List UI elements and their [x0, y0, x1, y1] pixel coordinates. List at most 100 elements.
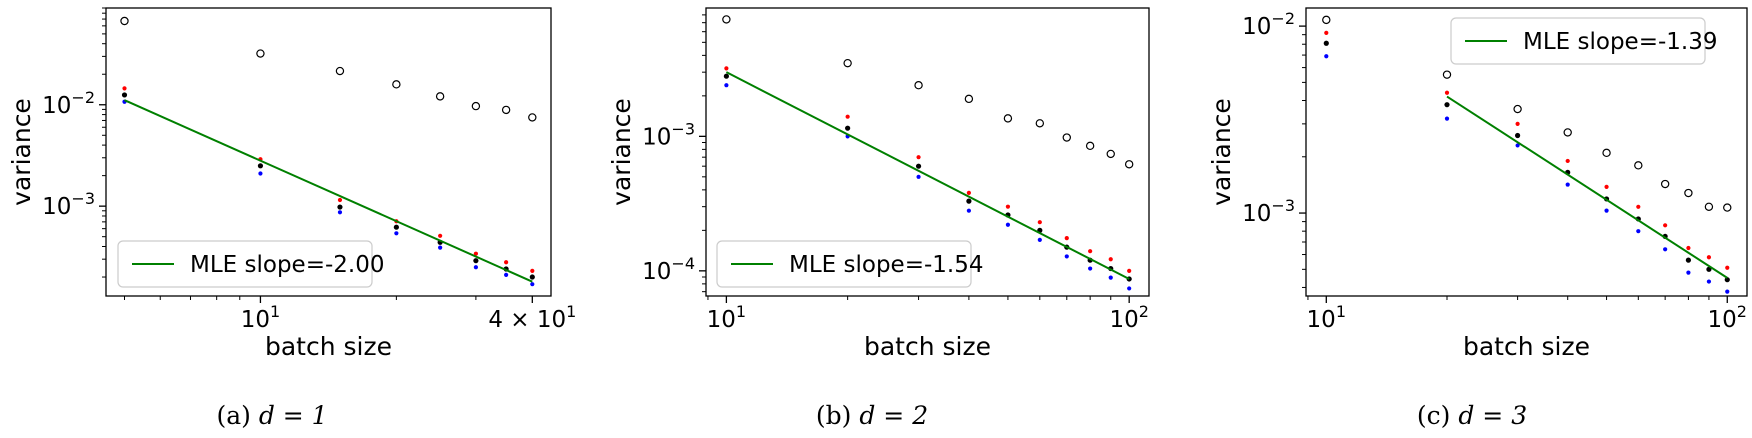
- data-point: [394, 231, 399, 236]
- y-axis-label: variance: [7, 98, 36, 206]
- data-point: [916, 174, 921, 179]
- legend: MLE slope=-1.39: [1450, 17, 1717, 65]
- data-point-open: [1704, 202, 1714, 212]
- data-point: [1604, 208, 1609, 213]
- legend-label: MLE slope=-2.00: [190, 252, 384, 278]
- data-point: [530, 282, 535, 287]
- data-point: [916, 155, 921, 160]
- data-point: [1444, 102, 1450, 108]
- data-point: [337, 210, 343, 215]
- data-point: [845, 114, 850, 119]
- data-point: [1108, 275, 1113, 280]
- legend-box: [117, 240, 373, 288]
- data-point: [1685, 257, 1692, 263]
- data-point: [1088, 266, 1093, 271]
- data-point-open: [1322, 15, 1331, 25]
- data-point: [724, 83, 729, 88]
- y-tick-label: 10−3: [642, 119, 695, 150]
- data-point: [393, 224, 399, 230]
- data-point: [530, 268, 535, 273]
- legend-box: [1450, 17, 1706, 65]
- subfigure-caption: (c) d = 3: [1417, 401, 1527, 430]
- data-point: [473, 265, 478, 270]
- series-dot: [122, 99, 535, 287]
- series-line: [1446, 95, 1728, 279]
- data-point-open: [435, 92, 445, 101]
- data-point: [337, 204, 343, 210]
- data-point: [1515, 121, 1520, 126]
- data-point-open: [1062, 133, 1071, 142]
- data-point: [1064, 254, 1069, 259]
- data-point: [1324, 30, 1329, 35]
- series-dot: [1324, 30, 1730, 270]
- data-point-open: [1634, 161, 1643, 170]
- data-point: [473, 258, 479, 264]
- data-point: [966, 190, 971, 195]
- data-point: [473, 251, 478, 256]
- legend-box: [716, 240, 972, 288]
- x-tick-label: 102: [1109, 302, 1148, 333]
- data-point: [915, 163, 922, 169]
- fit-line: [124, 99, 533, 283]
- data-point-open: [1124, 160, 1134, 169]
- data-point: [1565, 158, 1570, 164]
- data-point: [723, 73, 729, 79]
- data-point-open: [1684, 188, 1693, 198]
- minor-ticks: [1302, 34, 1710, 300]
- data-point: [1686, 270, 1691, 275]
- x-tick-label: 101: [1307, 302, 1346, 333]
- data-point: [1706, 255, 1712, 260]
- data-point: [1037, 237, 1042, 242]
- data-point: [121, 92, 128, 98]
- series-open-circle: [1322, 15, 1732, 212]
- data-point: [1686, 245, 1691, 251]
- data-point: [1724, 277, 1730, 283]
- data-point-open: [1085, 141, 1095, 151]
- data-point-open: [1003, 114, 1013, 123]
- series-dot: [122, 86, 535, 273]
- subfigure-caption: (b) d = 2: [816, 401, 928, 430]
- data-point: [1604, 184, 1609, 190]
- data-point-open: [120, 16, 129, 26]
- data-point: [1515, 143, 1520, 148]
- series-line: [124, 99, 533, 283]
- data-point-open: [471, 101, 481, 111]
- x-tick-label: 102: [1708, 302, 1747, 333]
- data-point: [1444, 90, 1450, 95]
- data-point: [724, 66, 729, 71]
- data-point: [1636, 229, 1641, 234]
- data-point: [1064, 236, 1069, 241]
- data-point: [1515, 132, 1521, 139]
- fit-line: [1446, 95, 1728, 279]
- chart-panel-2: 101 102 10−3 10−4 batch size variance MLE slop…: [607, 7, 1150, 430]
- data-point: [1324, 54, 1329, 59]
- series-dot: [724, 83, 1132, 291]
- data-point: [1444, 116, 1450, 121]
- series-line: [725, 71, 1130, 280]
- data-point: [1706, 279, 1712, 284]
- data-point: [438, 233, 443, 238]
- data-point: [1663, 247, 1668, 252]
- series-dot: [1324, 54, 1730, 294]
- data-point-open: [1602, 148, 1611, 158]
- y-axis-label: variance: [1207, 98, 1236, 206]
- x-axis-label: batch size: [1463, 332, 1590, 361]
- data-point: [337, 197, 343, 203]
- data-point: [1127, 286, 1132, 291]
- y-tick-label: 10−2: [42, 88, 95, 119]
- y-axis-label: variance: [607, 98, 636, 206]
- series-dot: [1323, 40, 1730, 283]
- series-dot: [724, 66, 1132, 273]
- minor-ticks: [102, 7, 477, 300]
- x-tick-label: 101: [707, 302, 746, 333]
- series-open-circle: [120, 16, 537, 122]
- data-point: [1108, 257, 1113, 262]
- data-point-open: [843, 58, 852, 68]
- data-point-open: [1723, 203, 1732, 212]
- fit-line: [725, 71, 1130, 280]
- data-point: [122, 86, 127, 91]
- chart-panel-1: 101 4 × 101 10−2 10−3 batch size variance MLE …: [7, 7, 576, 430]
- data-point-open: [1513, 104, 1522, 114]
- data-point: [1636, 204, 1641, 209]
- data-point: [258, 171, 263, 176]
